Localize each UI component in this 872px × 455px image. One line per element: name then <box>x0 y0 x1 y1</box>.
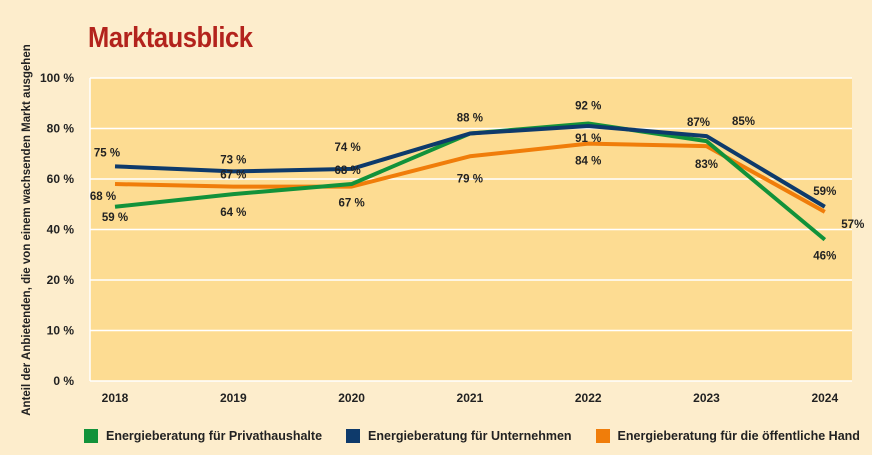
legend-swatch <box>595 429 610 443</box>
x-tick-label: 2018 <box>102 391 129 405</box>
y-tick-label: 0 % <box>53 374 74 388</box>
x-tick-label: 2024 <box>811 391 838 405</box>
legend-item: Energieberatung für die öffentliche Hand <box>595 429 860 443</box>
legend-swatch <box>346 429 361 443</box>
data-label: 67 % <box>220 170 246 182</box>
data-label: 84 % <box>575 156 601 168</box>
y-tick-label: 100 % <box>40 71 74 85</box>
x-tick-label: 2021 <box>457 391 484 405</box>
legend-label: Energieberatung für die öffentliche Hand <box>617 429 860 443</box>
data-label: 73 % <box>220 154 246 166</box>
legend-item: Energieberatung für Privathaushalte <box>84 429 322 443</box>
data-label: 46% <box>813 251 836 263</box>
legend-label: Energieberatung für Unternehmen <box>368 429 572 443</box>
data-label: 59% <box>813 186 836 198</box>
data-label: 91 % <box>575 133 601 145</box>
x-tick-label: 2023 <box>693 391 720 405</box>
data-label: 92 % <box>575 100 601 112</box>
legend-item: Energieberatung für Unternehmen <box>346 429 572 443</box>
data-label: 74 % <box>334 142 360 154</box>
legend-label: Energieberatung für Privathaushalte <box>106 429 323 443</box>
legend-swatch <box>84 429 98 443</box>
x-tick-label: 2019 <box>220 391 247 405</box>
y-tick-label: 10 % <box>47 324 75 338</box>
y-tick-label: 60 % <box>47 172 75 186</box>
data-label: 75 % <box>94 147 120 159</box>
data-label: 68 % <box>334 165 360 177</box>
y-tick-label: 40 % <box>47 223 75 237</box>
data-label: 68 % <box>90 191 116 203</box>
data-label: 87% <box>687 117 710 129</box>
legend: Energieberatung für Privathaushalte Energ… <box>84 429 860 443</box>
y-axis-label: Anteil der Anbietenden, die von einem wa… <box>21 44 33 416</box>
data-label: 83% <box>695 159 718 171</box>
data-label: 79 % <box>457 173 483 185</box>
x-tick-label: 2022 <box>575 391 602 405</box>
x-tick-label: 2020 <box>338 391 365 405</box>
y-tick-label: 20 % <box>47 273 75 287</box>
data-label: 85% <box>732 116 755 128</box>
data-label: 67 % <box>338 198 364 210</box>
data-label: 59 % <box>102 212 128 224</box>
data-label: 64 % <box>220 207 246 219</box>
data-label: 57% <box>841 219 864 231</box>
y-tick-label: 80 % <box>47 122 75 136</box>
chart-title: Marktausblick <box>88 22 253 54</box>
data-label: 88 % <box>457 113 483 125</box>
